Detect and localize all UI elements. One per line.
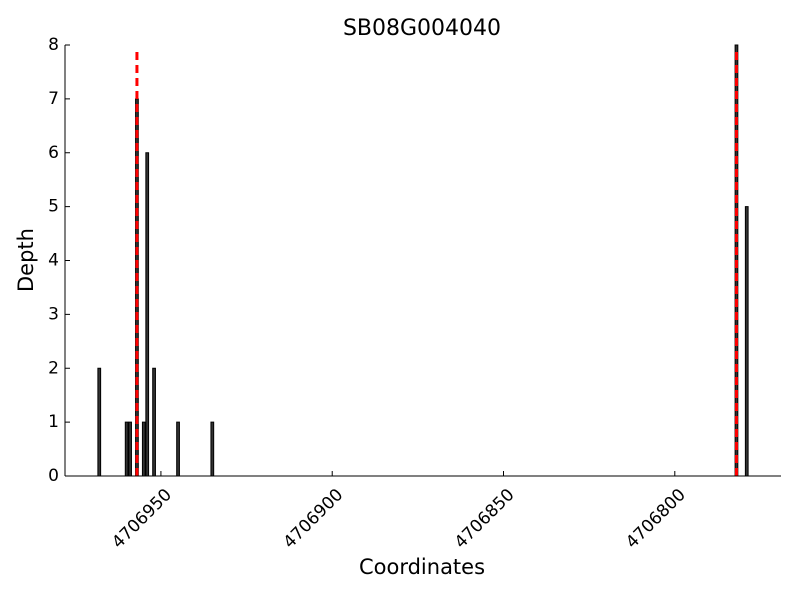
x-tick-label: 4706850 bbox=[451, 485, 519, 553]
bar bbox=[152, 367, 156, 477]
y-tick-label: 0 bbox=[48, 466, 59, 486]
bar bbox=[744, 206, 749, 477]
chart-title: SB08G004040 bbox=[343, 16, 501, 41]
bar bbox=[176, 421, 180, 477]
y-tick-label: 6 bbox=[48, 143, 59, 163]
y-tick-label: 2 bbox=[48, 358, 59, 378]
bar bbox=[124, 421, 129, 477]
x-axis-label: Coordinates bbox=[359, 555, 485, 579]
y-tick-label: 4 bbox=[48, 251, 59, 271]
bar bbox=[210, 421, 215, 477]
x-tick-label: 4706800 bbox=[622, 485, 690, 553]
bar bbox=[145, 152, 150, 477]
bar bbox=[97, 367, 102, 477]
bar bbox=[128, 421, 132, 477]
y-tick-label: 8 bbox=[48, 35, 59, 55]
x-tick-label: 4706900 bbox=[280, 485, 348, 553]
x-tick-label: 4706950 bbox=[108, 485, 176, 553]
y-tick-label: 5 bbox=[48, 197, 59, 217]
bar bbox=[141, 421, 146, 477]
y-tick-label: 1 bbox=[48, 412, 59, 432]
y-axis-label: Depth bbox=[14, 228, 38, 292]
y-tick-label: 7 bbox=[48, 89, 59, 109]
y-tick-label: 3 bbox=[48, 304, 59, 324]
